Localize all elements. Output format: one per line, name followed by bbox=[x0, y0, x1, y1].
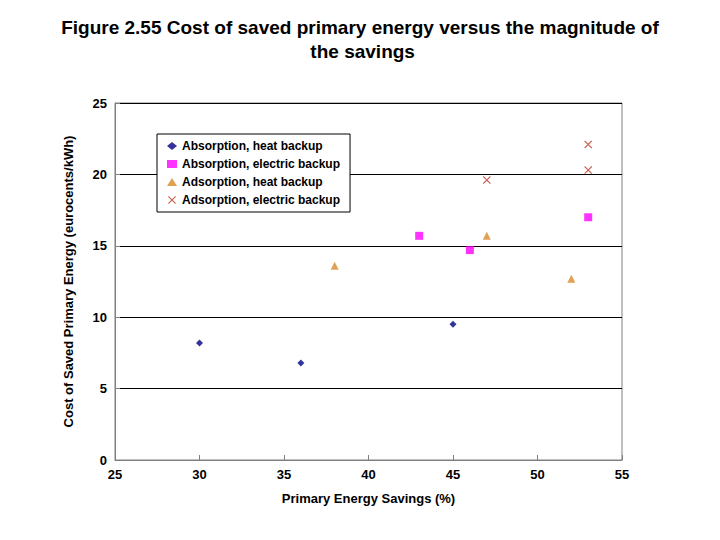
svg-text:the savings: the savings bbox=[305, 41, 415, 62]
svg-text:Cost of Saved Primary Energy (: Cost of Saved Primary Energy (eurocents/… bbox=[61, 136, 76, 428]
svg-text:35: 35 bbox=[277, 467, 291, 482]
svg-text:25: 25 bbox=[93, 96, 107, 111]
svg-text:Absorption, heat backup: Absorption, heat backup bbox=[182, 139, 323, 153]
svg-text:20: 20 bbox=[93, 167, 107, 182]
svg-text:10: 10 bbox=[93, 310, 107, 325]
svg-text:55: 55 bbox=[615, 467, 629, 482]
svg-text:45: 45 bbox=[446, 467, 460, 482]
svg-text:Absorption, electric backup: Absorption, electric backup bbox=[182, 157, 340, 171]
svg-text:15: 15 bbox=[93, 238, 107, 253]
svg-text:Adsorption, electric backup: Adsorption, electric backup bbox=[182, 193, 340, 207]
svg-text:5: 5 bbox=[100, 381, 107, 396]
svg-text:25: 25 bbox=[108, 467, 122, 482]
svg-text:30: 30 bbox=[192, 467, 206, 482]
svg-text:50: 50 bbox=[530, 467, 544, 482]
svg-text:0: 0 bbox=[100, 453, 107, 468]
svg-text:40: 40 bbox=[361, 467, 375, 482]
svg-text:Primary Energy Savings (%): Primary Energy Savings (%) bbox=[282, 491, 455, 506]
svg-text:Figure 2.55 Cost of saved prim: Figure 2.55 Cost of saved primary energy… bbox=[61, 17, 659, 38]
svg-text:Adsorption, heat backup: Adsorption, heat backup bbox=[182, 175, 323, 189]
